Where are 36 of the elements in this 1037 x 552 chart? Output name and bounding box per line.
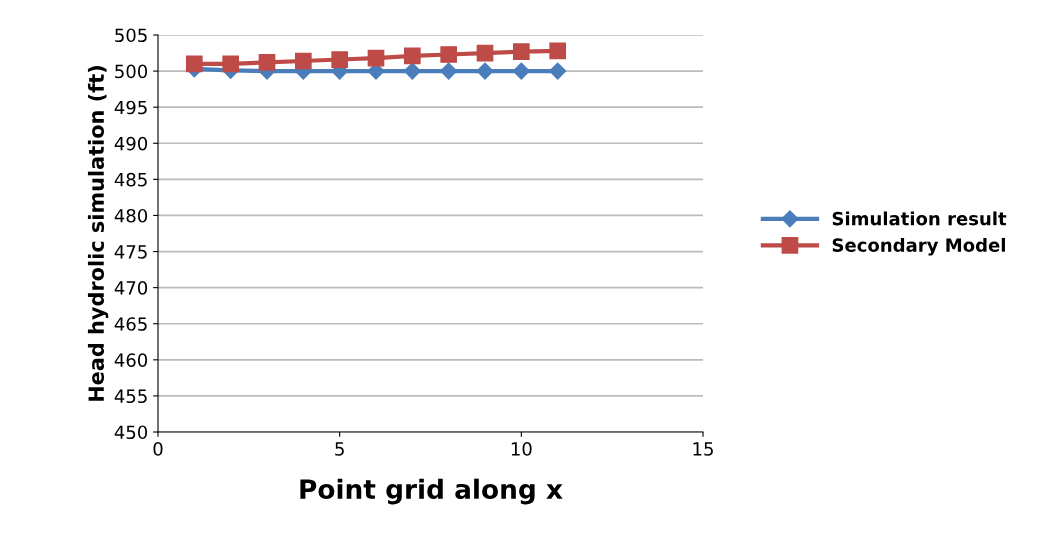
y-axis-title: Head hydrolic simulation (ft) [87, 66, 109, 401]
point [185, 55, 203, 73]
point [222, 55, 240, 73]
x-tick-label: 15 [693, 442, 713, 456]
x-axis-title: Point grid along x [300, 478, 563, 505]
point [331, 51, 349, 68]
legend-label: Secondary Model [832, 237, 1005, 256]
point [549, 42, 567, 60]
point [403, 47, 421, 65]
point [476, 62, 494, 80]
y-tick-label: 470 [114, 281, 148, 295]
legend-label: Simulation result [832, 211, 1007, 226]
y-tick-label: 490 [114, 136, 148, 151]
y-tick-label: 495 [114, 100, 147, 115]
y-tick-label: 455 [114, 389, 147, 404]
point [549, 62, 567, 80]
y-tick-label: 505 [115, 28, 147, 43]
point [512, 62, 530, 80]
point [258, 54, 276, 71]
y-tick-label: 465 [114, 317, 147, 331]
y-tick-label: 450 [114, 425, 148, 440]
point [403, 62, 421, 80]
x-tick-label: 5 [335, 442, 344, 456]
x-tick-label: 0 [153, 442, 163, 456]
y-tick-label: 480 [114, 208, 148, 223]
x-tick-label: 10 [511, 442, 532, 456]
y-tick-label: 460 [114, 353, 148, 367]
point [476, 44, 494, 62]
y-tick-label: 485 [114, 172, 147, 187]
point [440, 62, 458, 80]
point [294, 52, 312, 70]
y-tick-label: 475 [114, 245, 147, 259]
point [367, 49, 385, 67]
point [512, 43, 530, 60]
y-tick-label: 500 [115, 64, 148, 79]
point [440, 46, 458, 63]
